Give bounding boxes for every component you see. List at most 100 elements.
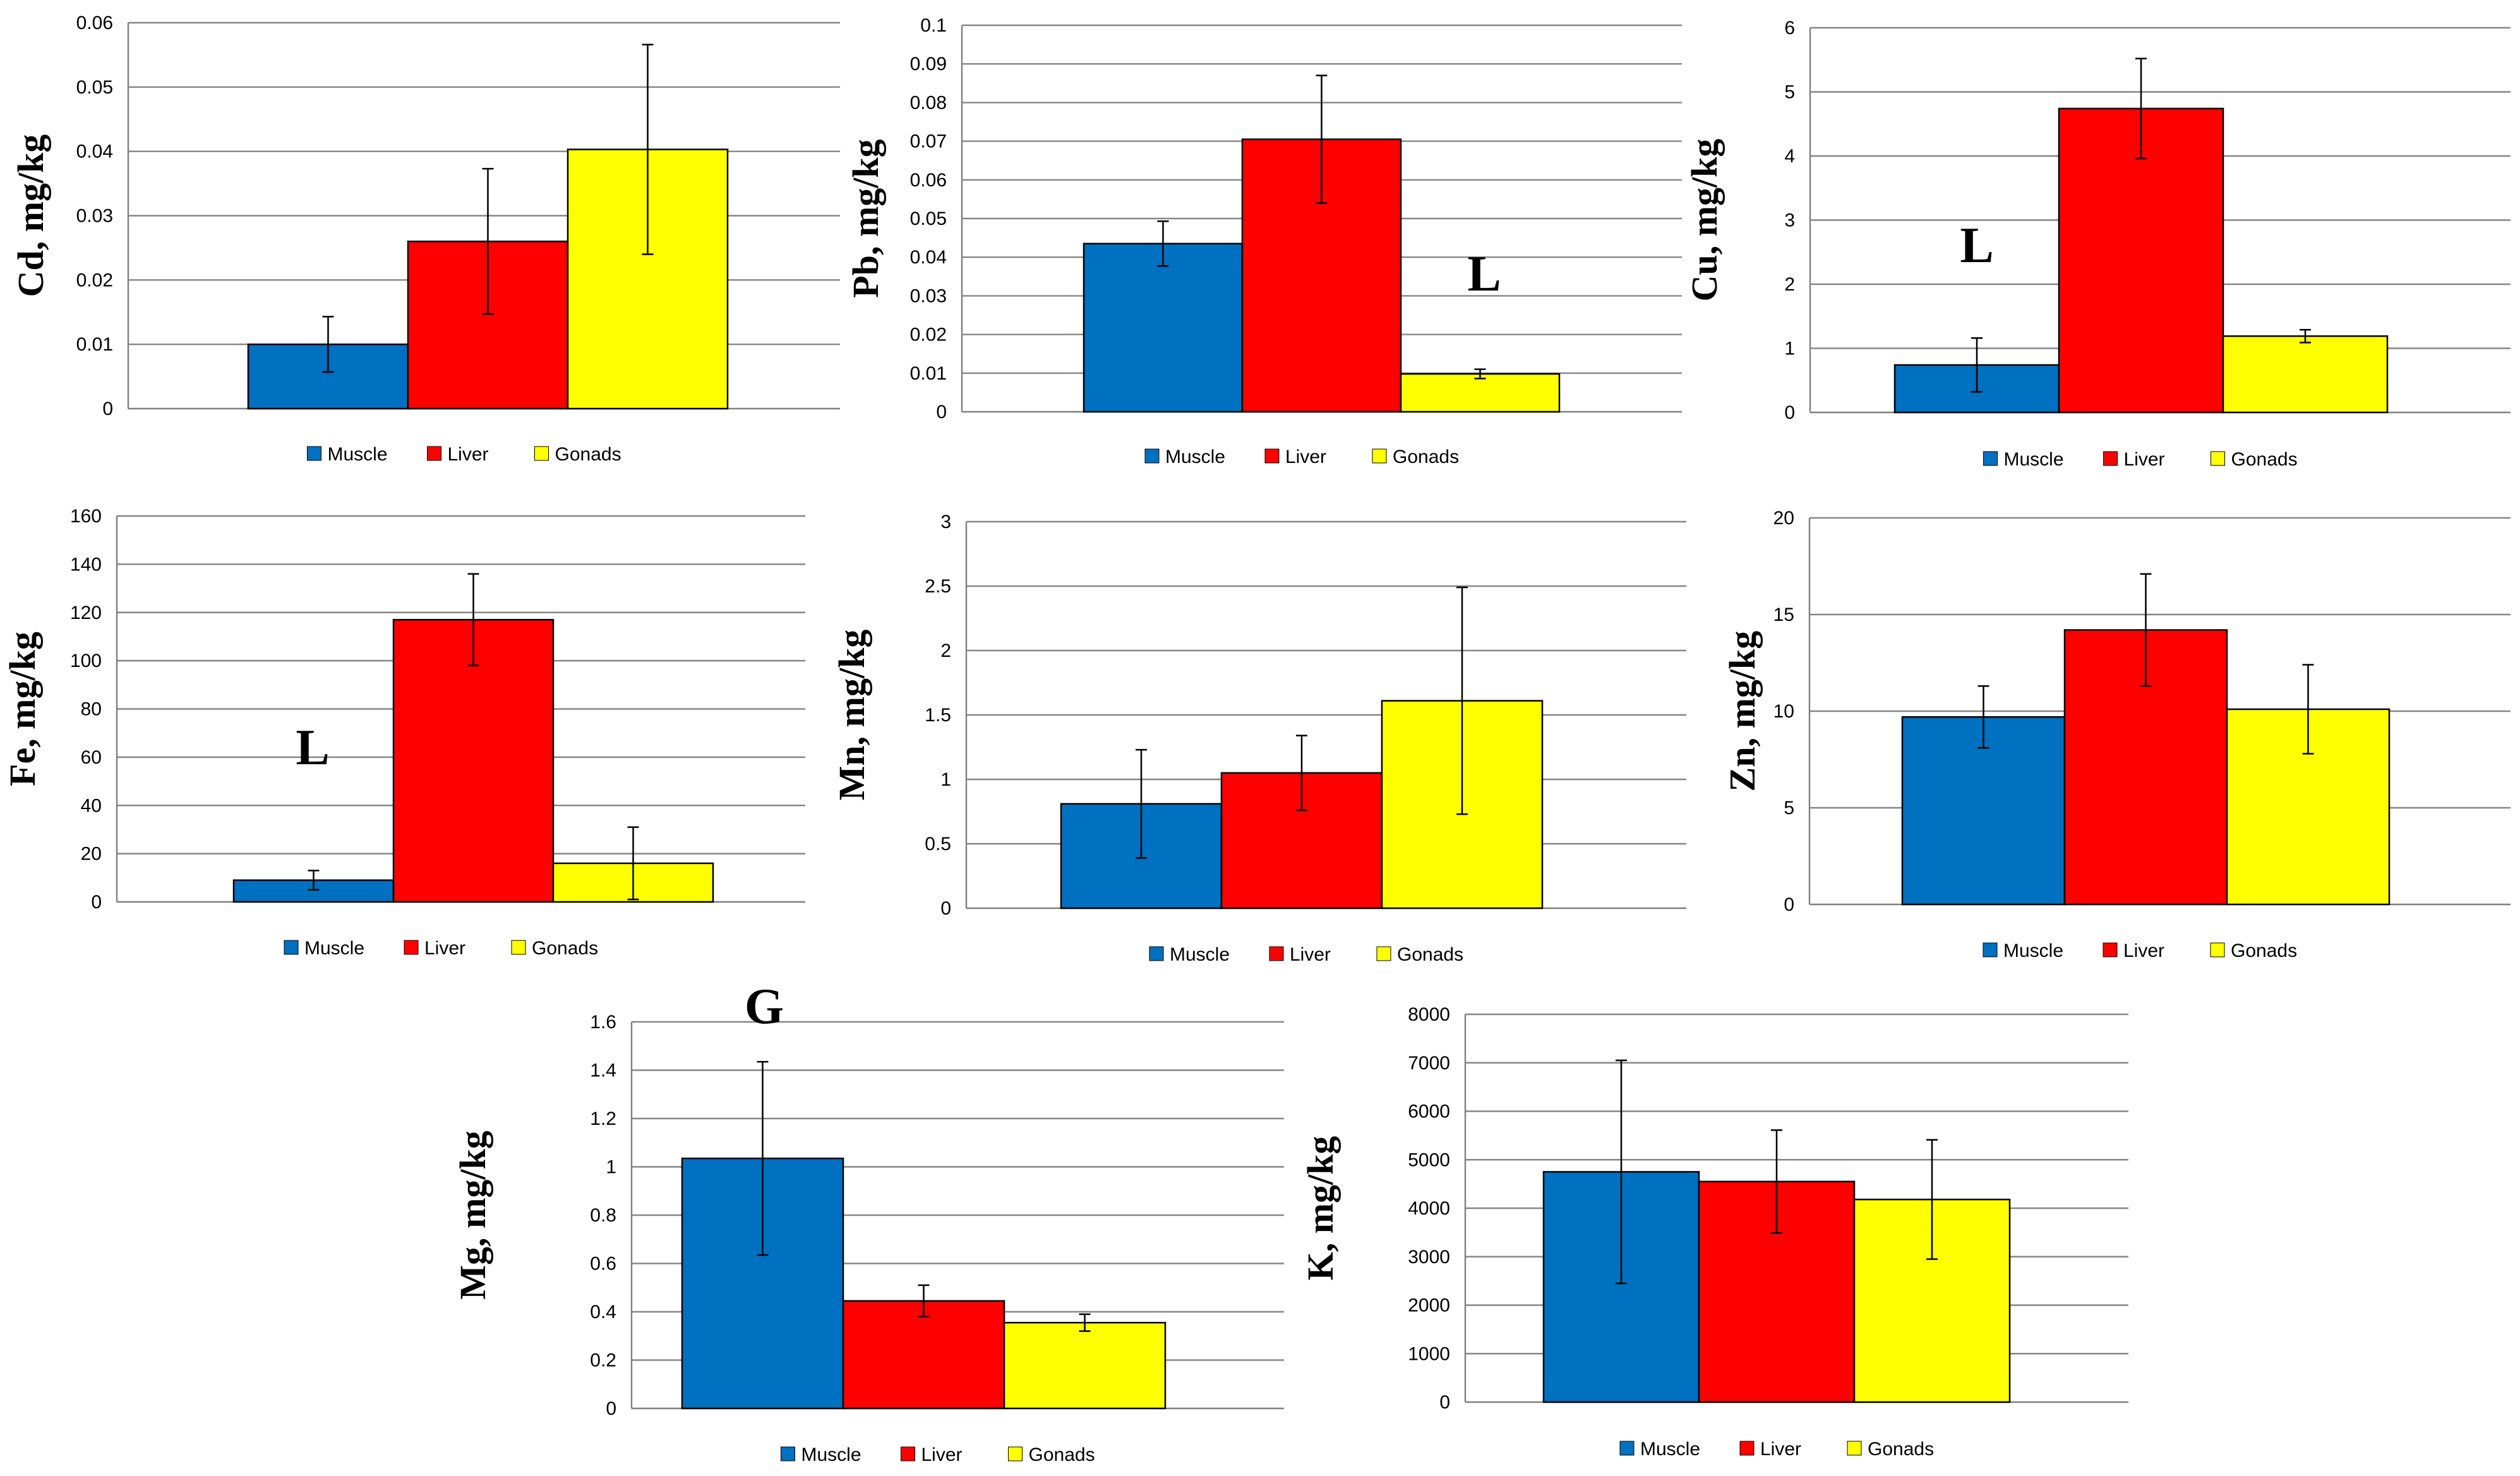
y-tick-label: 4000	[1408, 1198, 1450, 1219]
legend-swatch-liver	[404, 940, 419, 955]
legend-swatch-gonads	[2211, 451, 2225, 466]
legend-label: Muscle	[1165, 447, 1225, 467]
y-tick-label: 5000	[1408, 1149, 1450, 1170]
y-axis-label: Mn, mg/kg	[831, 630, 872, 801]
y-tick-label: 0.4	[590, 1302, 616, 1323]
y-tick-label: 0.05	[76, 77, 113, 98]
y-tick-label: 0.06	[76, 13, 113, 33]
legend-label: Muscle	[304, 938, 364, 959]
legend-label: Gonads	[1868, 1439, 1934, 1460]
legend-swatch-muscle	[1149, 946, 1164, 961]
y-axis-label: Pb, mg/kg	[845, 139, 886, 297]
y-tick-label: 0.08	[910, 92, 947, 113]
bar-gonads	[2222, 335, 2389, 414]
y-tick-label: 1	[1784, 339, 1795, 359]
significance-marker: L	[296, 720, 329, 776]
y-tick-label: 0.04	[76, 141, 113, 162]
legend-label: Liver	[921, 1444, 963, 1465]
legend-swatch-muscle	[1619, 1441, 1635, 1456]
bar-liver	[392, 618, 555, 903]
significance-marker: L	[1960, 218, 1993, 273]
legend-swatch-liver	[427, 446, 441, 461]
y-tick-label: 0.8	[590, 1205, 616, 1226]
bar-muscle	[1083, 243, 1244, 413]
legend-label: Liver	[1290, 944, 1331, 965]
y-tick-label: 120	[70, 603, 102, 623]
y-tick-label: 3	[940, 512, 951, 532]
y-axis-label: Fe, mg/kg	[2, 632, 43, 786]
y-tick-label: 5	[1784, 82, 1795, 103]
legend-swatch-gonads	[511, 940, 526, 955]
legend-swatch-muscle	[307, 446, 321, 461]
legend-label: Muscle	[801, 1444, 861, 1465]
legend-swatch-muscle	[1983, 942, 1998, 957]
y-axis-label: Cu, mg/kg	[1684, 139, 1725, 302]
y-tick-label: 0	[936, 402, 947, 423]
y-tick-label: 2	[940, 640, 951, 661]
legend-label: Gonads	[2231, 449, 2298, 470]
legend-swatch-gonads	[1008, 1446, 1023, 1461]
y-tick-label: 5	[1784, 798, 1794, 819]
y-tick-label: 2	[1784, 274, 1795, 295]
y-tick-label: 140	[70, 554, 102, 575]
chart-1: 0 0.01 0.02 0.03 0.04 0.05 0.06 Cd, mg/kg Muscle…	[10, 13, 840, 465]
y-tick-label: 6	[1784, 18, 1795, 39]
legend-swatch-liver	[1269, 946, 1284, 961]
y-tick-label: 0.03	[910, 285, 947, 306]
y-tick-label: 0.02	[910, 325, 947, 345]
y-tick-label: 1	[606, 1157, 616, 1178]
y-tick-label: 1.4	[590, 1060, 616, 1081]
legend-swatch-gonads	[2210, 942, 2225, 957]
chart-2: 0 0.01 0.02 0.03 0.04 0.05 0.06 0.07 0.08 0.09 0.1…	[845, 15, 1682, 467]
bar-gonads	[1400, 373, 1561, 413]
y-tick-label: 6000	[1408, 1101, 1450, 1122]
y-tick-label: 3	[1784, 210, 1795, 231]
y-tick-label: 40	[81, 795, 102, 816]
legend-label: Muscle	[2004, 449, 2064, 470]
y-tick-label: 0	[1439, 1392, 1450, 1413]
legend-label: Muscle	[328, 444, 388, 465]
y-tick-label: 0	[1784, 894, 1794, 915]
significance-marker: G	[745, 979, 784, 1035]
legend-label: Gonads	[555, 444, 621, 465]
legend-swatch-gonads	[1847, 1441, 1862, 1456]
y-tick-label: 2.5	[925, 576, 951, 597]
chart-4: 0 20 40 60 80 100 120 140 160 Fe, mg/kg L Muscle Liv…	[2, 506, 805, 959]
y-tick-label: 10	[1773, 701, 1794, 722]
y-tick-label: 1.2	[590, 1108, 616, 1129]
legend-swatch-liver	[1264, 448, 1280, 464]
y-tick-label: 80	[81, 699, 102, 720]
y-tick-label: 0.2	[590, 1350, 616, 1371]
chart-8: 0 1000 2000 3000 4000 5000 6000 7000 8000 K, mg/k…	[1300, 1004, 2128, 1460]
chart-6: 0 5 10 15 20 Zn, mg/kg Muscle Liver Gonads	[1722, 508, 2511, 961]
legend-swatch-liver	[2103, 942, 2118, 957]
y-axis-label: Cd, mg/kg	[10, 135, 51, 297]
legend-swatch-muscle	[284, 940, 299, 955]
legend-label: Gonads	[1397, 944, 1463, 965]
legend-label: Liver	[1760, 1439, 1801, 1460]
significance-marker: L	[1467, 246, 1501, 302]
y-tick-label: 0.01	[910, 363, 947, 384]
legend-swatch-muscle	[1983, 451, 1998, 466]
legend-label: Liver	[1285, 447, 1326, 467]
legend-swatch-gonads	[1376, 946, 1391, 961]
y-tick-label: 0.1	[920, 15, 947, 36]
legend-swatch-muscle	[781, 1446, 795, 1461]
legend-label: Gonads	[1029, 1444, 1095, 1465]
y-tick-label: 1	[940, 769, 951, 790]
legend-swatch-gonads	[1372, 448, 1387, 464]
y-tick-label: 0.06	[910, 170, 947, 191]
y-tick-label: 20	[1773, 508, 1794, 529]
bar-liver	[842, 1300, 1005, 1410]
y-tick-label: 100	[70, 651, 102, 671]
legend-label: Muscle	[1640, 1439, 1700, 1460]
legend-swatch-liver	[901, 1446, 915, 1461]
legend-label: Liver	[2123, 940, 2164, 961]
y-tick-label: 15	[1773, 604, 1794, 625]
y-tick-label: 0	[102, 399, 113, 419]
y-tick-label: 0.6	[590, 1254, 616, 1275]
legend-swatch-liver	[2103, 451, 2118, 466]
y-tick-label: 0.03	[76, 206, 113, 227]
y-tick-label: 1.5	[925, 705, 951, 726]
y-tick-label: 7000	[1408, 1053, 1450, 1074]
